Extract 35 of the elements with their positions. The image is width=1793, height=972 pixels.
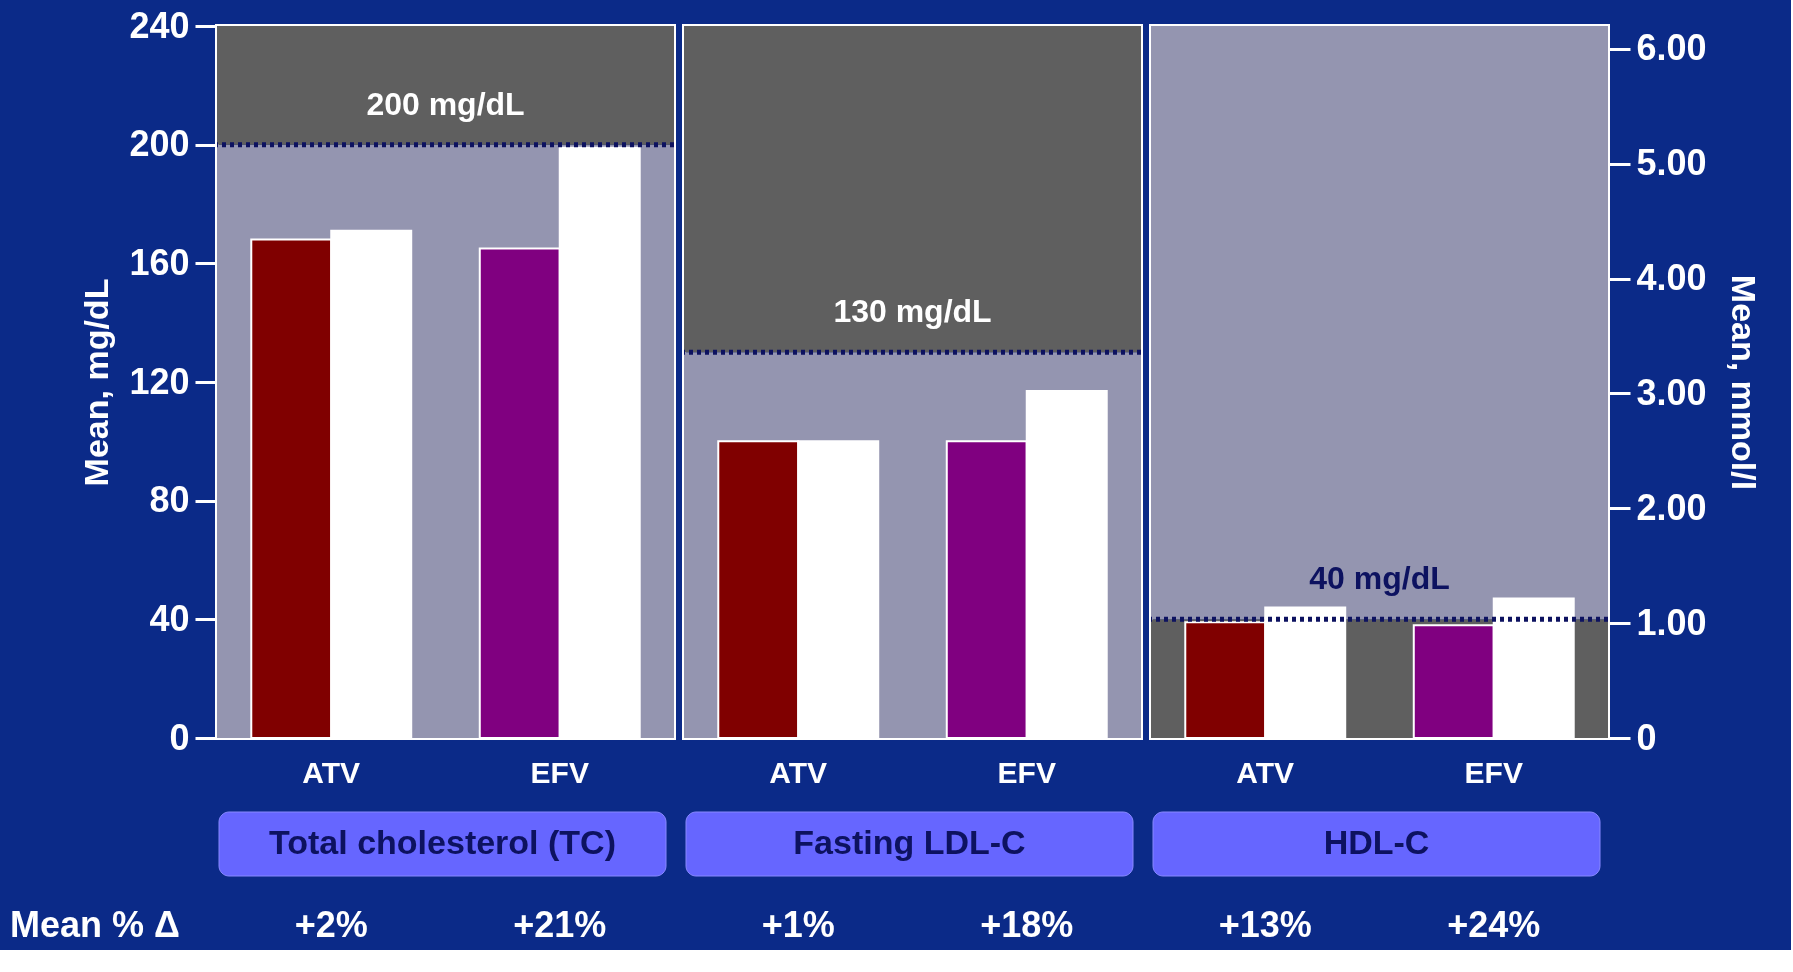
y-tick-label: 240 — [129, 4, 190, 46]
ref-line-label: 40 mg/dL — [1309, 560, 1450, 597]
y-axis-title: Mean, mg/dL — [77, 278, 116, 487]
y2-tick-label: 5.00 — [1636, 142, 1707, 184]
y2-tick-label: 3.00 — [1636, 371, 1707, 413]
x-axis-title: Total cholesterol (TC) — [269, 823, 616, 861]
y2-tick-label: 0 — [1636, 716, 1657, 758]
x-tick-label: ATV — [1236, 755, 1295, 789]
x-tick-label: ATV — [769, 755, 828, 789]
x-axis-title: Fasting LDL-C — [793, 823, 1026, 861]
text: +21% — [513, 904, 607, 945]
text: +2% — [294, 904, 368, 945]
text: +24% — [1447, 904, 1541, 945]
text: +1% — [761, 904, 835, 945]
text: +18% — [980, 904, 1074, 945]
y-tick-label: 0 — [169, 716, 190, 758]
x-tick-label: EFV — [997, 755, 1056, 789]
y2-tick-label: 1.00 — [1636, 601, 1707, 643]
y2-tick-label: 6.00 — [1636, 27, 1707, 69]
y-tick-label: 200 — [129, 123, 190, 165]
y-tick-label: 160 — [129, 241, 190, 283]
ref-line-label: 130 mg/dL — [833, 293, 992, 330]
y-tick-label: 80 — [149, 479, 190, 521]
x-axis-title: HDL-C — [1323, 823, 1430, 861]
x-tick-label: EFV — [530, 755, 589, 789]
text: Mean % Δ — [10, 904, 180, 945]
ref-line-label: 200 mg/dL — [366, 85, 525, 122]
text: +13% — [1218, 904, 1312, 945]
x-tick-label: ATV — [302, 755, 361, 789]
y-tick-label: 120 — [129, 360, 190, 402]
y2-tick-label: 4.00 — [1636, 257, 1707, 299]
y2-tick-label: 2.00 — [1636, 486, 1707, 528]
x-tick-label: EFV — [1464, 755, 1523, 789]
y2-axis-title: Mean, mmol/l — [1724, 274, 1763, 491]
y-tick-label: 40 — [149, 597, 190, 639]
